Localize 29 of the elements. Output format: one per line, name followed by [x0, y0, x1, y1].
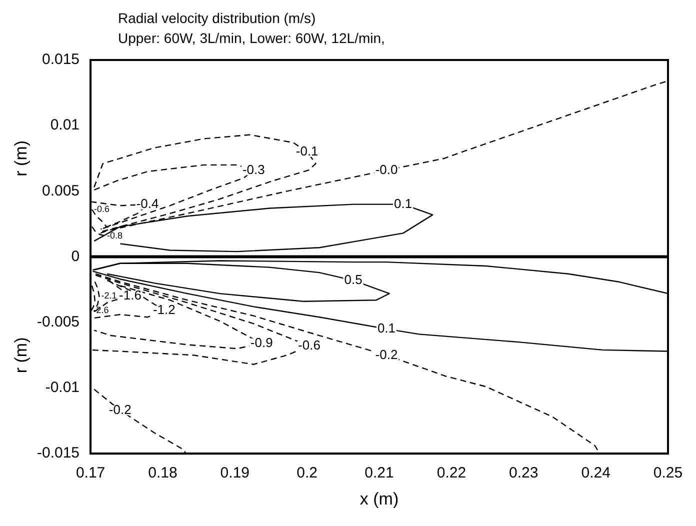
series-label: -0.8 — [106, 230, 122, 240]
x-tick-label: 0.18 — [148, 464, 178, 482]
x-tick-label: 0.25 — [653, 464, 683, 482]
y-tick-label: -0.01 — [45, 379, 80, 396]
y-tick-label: 0.015 — [42, 51, 80, 68]
y-tick-label: -0.015 — [36, 444, 80, 462]
y-tick-label: 0 — [71, 248, 80, 265]
y-tick-label: -0.005 — [36, 314, 80, 331]
series-label: -0.4 — [136, 196, 159, 211]
text: r (m) — [12, 337, 31, 374]
chart-subtitle: Upper: 60W, 3L/min, Lower: 60W, 12L/min, — [118, 29, 386, 48]
x-tick-label: 0.23 — [509, 464, 538, 482]
annotation: -0.6 — [94, 204, 110, 214]
chart-title: Radial velocity distribution (m/s) — [118, 9, 317, 28]
annotation: -0.2 — [108, 402, 132, 417]
x-tick-label: 0.22 — [436, 464, 466, 482]
series-label: -1.2 — [152, 302, 176, 318]
x-tick-label: 0.24 — [581, 464, 610, 482]
series-label: -2.1 — [101, 290, 117, 301]
x-tick-label: 0.21 — [364, 464, 394, 482]
y-tick-label: 0.01 — [50, 116, 80, 134]
x-tick-label: 0.17 — [76, 464, 106, 482]
y-axis-title: r (m) — [12, 140, 31, 176]
series-label: -0.1 — [296, 143, 318, 158]
x-axis-title: x (m) — [360, 489, 399, 508]
x-tick-label: 0.19 — [220, 464, 250, 482]
series-label: -2.6 — [93, 305, 109, 316]
y-tick-label: 0.005 — [42, 182, 80, 200]
x-tick-label: 0.2 — [296, 464, 318, 482]
